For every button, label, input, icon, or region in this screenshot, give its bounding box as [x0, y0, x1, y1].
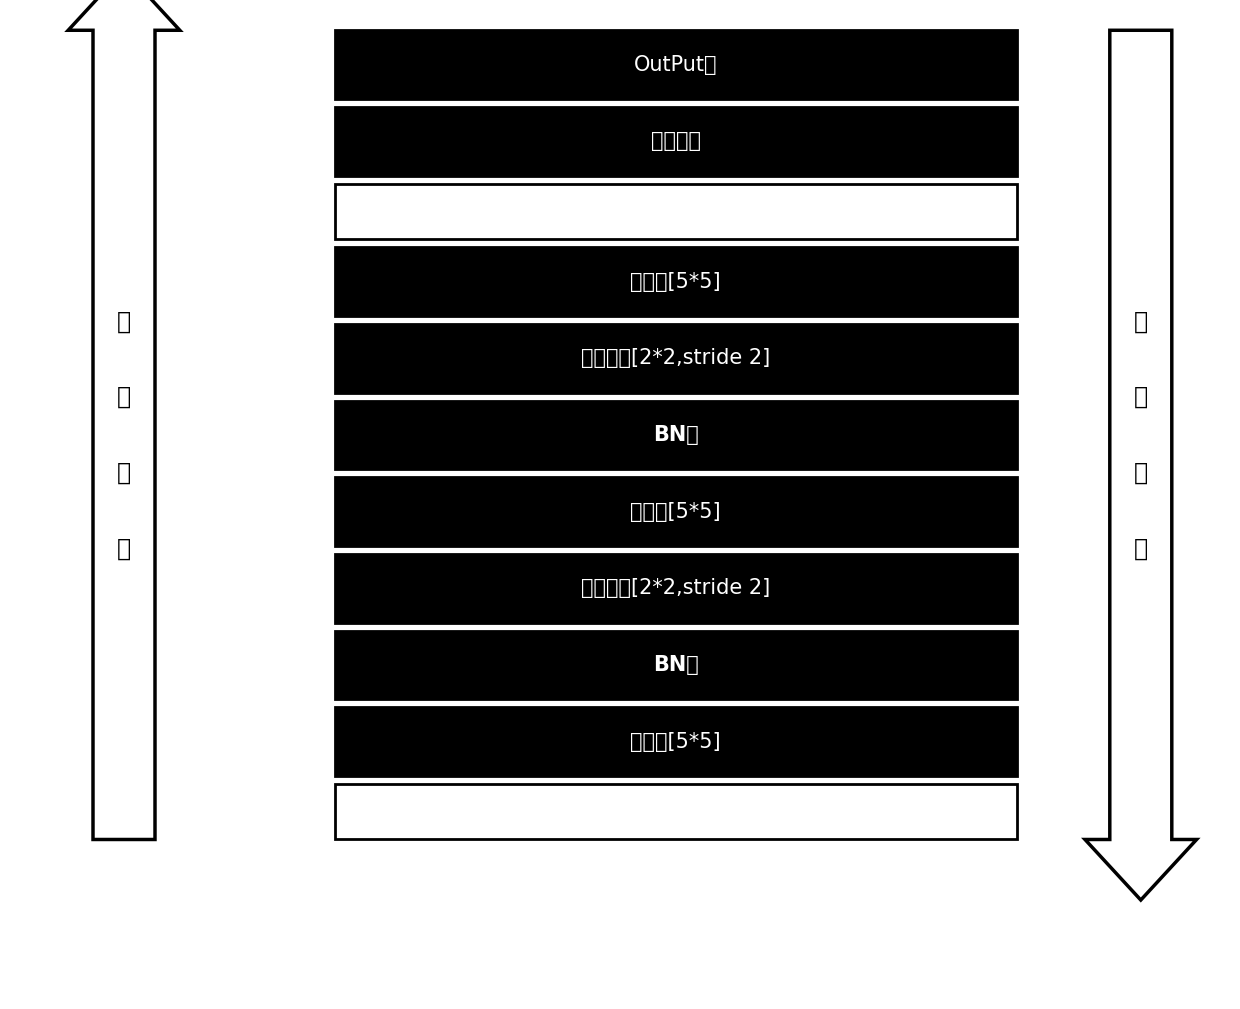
Bar — [335, 184, 1017, 239]
Text: 前: 前 — [117, 310, 131, 333]
Bar — [335, 30, 1017, 99]
Text: 下采样层[2*2,stride 2]: 下采样层[2*2,stride 2] — [582, 348, 770, 368]
Text: 传: 传 — [117, 461, 131, 484]
Text: BN层: BN层 — [653, 425, 698, 445]
Bar — [335, 784, 1017, 839]
Bar — [335, 554, 1017, 623]
Text: 传: 传 — [1133, 461, 1148, 484]
Bar — [335, 631, 1017, 699]
Text: 卷积层[5*5]: 卷积层[5*5] — [630, 501, 722, 522]
Text: 反: 反 — [1133, 310, 1148, 333]
Text: 向: 向 — [1133, 385, 1148, 409]
Text: 卷积层[5*5]: 卷积层[5*5] — [630, 732, 722, 752]
Bar — [335, 707, 1017, 776]
Bar — [335, 107, 1017, 176]
Text: 向: 向 — [117, 385, 131, 409]
Bar — [335, 401, 1017, 469]
Bar — [335, 247, 1017, 316]
Text: 播: 播 — [117, 537, 131, 560]
Text: 卷积层[5*5]: 卷积层[5*5] — [630, 271, 722, 292]
Bar — [335, 324, 1017, 393]
Polygon shape — [1085, 30, 1197, 900]
Text: BN层: BN层 — [653, 655, 698, 675]
Bar — [335, 477, 1017, 546]
Polygon shape — [68, 0, 180, 839]
Text: 全连接层: 全连接层 — [651, 131, 701, 151]
Text: OutPut层: OutPut层 — [634, 54, 718, 75]
Text: 下采样层[2*2,stride 2]: 下采样层[2*2,stride 2] — [582, 578, 770, 598]
Text: 播: 播 — [1133, 537, 1148, 560]
